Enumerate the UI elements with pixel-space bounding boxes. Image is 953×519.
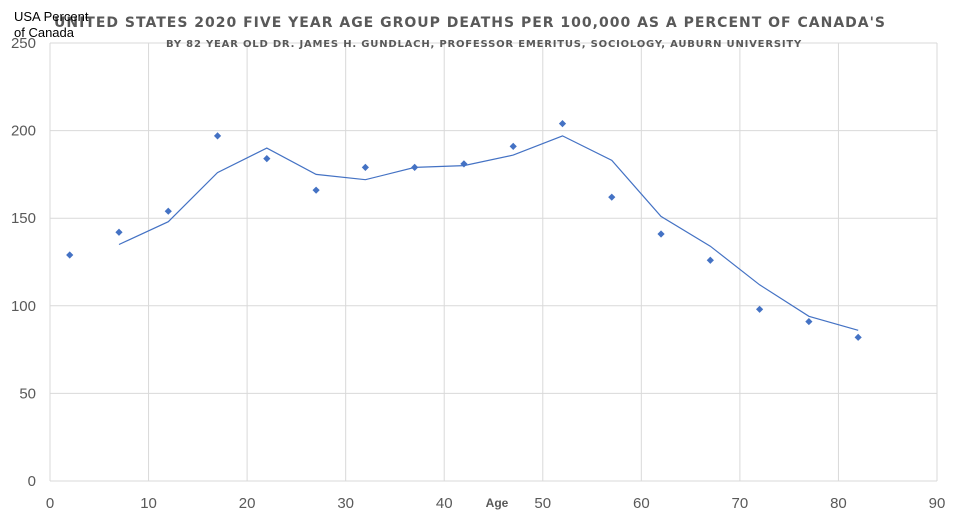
data-point: [411, 163, 419, 171]
x-tick-label: 90: [929, 495, 946, 512]
x-tick-label: 0: [46, 495, 54, 512]
y-tick-label: 150: [11, 210, 36, 227]
data-point: [66, 251, 74, 259]
data-point: [608, 193, 616, 201]
chart-title: UNITED STATES 2020 FIVE YEAR AGE GROUP D…: [54, 15, 886, 31]
y-tick-label: 250: [11, 35, 36, 52]
y-tick-label: 200: [11, 123, 36, 140]
data-point: [460, 160, 468, 168]
data-point: [361, 163, 369, 171]
gridlines: [49, 42, 938, 482]
y-axis-label-line-1: USA Percent: [14, 9, 89, 24]
data-point: [164, 207, 172, 215]
x-tick-label: 80: [830, 495, 847, 512]
x-tick-label: 70: [732, 495, 749, 512]
data-point: [263, 155, 271, 163]
data-point: [312, 186, 320, 194]
data-point: [558, 119, 567, 128]
x-tick-label: 20: [239, 495, 256, 512]
chart-subtitle: BY 82 YEAR OLD DR. JAMES H. GUNDLACH, PR…: [166, 39, 802, 50]
data-series: [66, 119, 862, 341]
data-point: [706, 256, 714, 264]
data-point: [756, 305, 764, 313]
y-axis-label-line-2: of Canada: [14, 25, 75, 40]
y-tick-label: 100: [11, 298, 36, 315]
data-point: [115, 228, 123, 236]
y-tick-label: 0: [28, 473, 36, 490]
x-tick-label: 60: [633, 495, 650, 512]
data-point: [657, 230, 665, 238]
y-tick-label: 50: [19, 385, 36, 402]
data-point: [509, 142, 517, 150]
data-point: [805, 317, 813, 326]
x-tick-label: 40: [436, 495, 453, 512]
axes: 0 50 100 150 200 250 0 10 20 30 40 50 60 70 80 90: [11, 35, 945, 512]
x-tick-label: 10: [140, 495, 157, 512]
x-tick-label: 50: [534, 495, 551, 512]
data-point: [854, 333, 862, 341]
trend-line: [118, 135, 859, 331]
data-point: [213, 132, 222, 140]
x-tick-label: 30: [337, 495, 354, 512]
x-axis-label: Age: [486, 496, 509, 510]
